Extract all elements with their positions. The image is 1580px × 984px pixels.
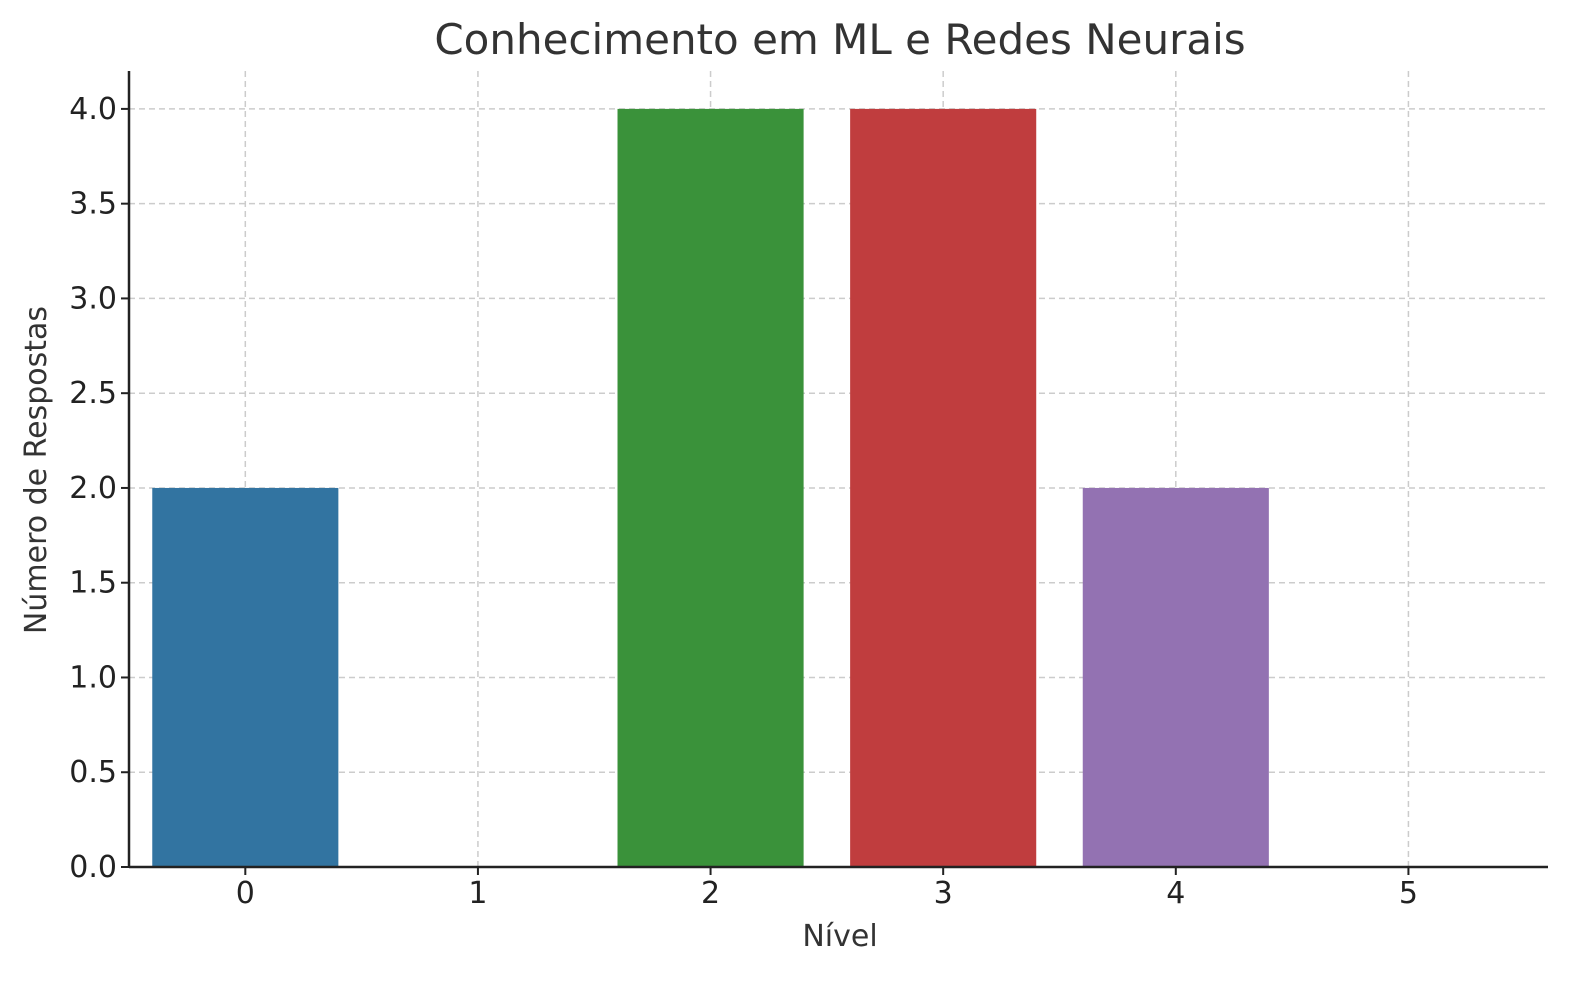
y-tick-label: 3.0 [69,281,117,316]
chart-title: Conhecimento em ML e Redes Neurais [434,15,1245,64]
y-tick-label: 0.0 [69,850,117,885]
y-axis-label: Número de Respostas [19,306,54,634]
y-tick-label: 2.5 [69,376,117,411]
bar-nivel-3 [850,108,1037,867]
y-tick-label: 1.5 [69,566,117,601]
x-tick-label: 1 [468,876,487,911]
y-tick-label: 4.0 [69,92,117,127]
x-tick-label: 4 [1166,876,1185,911]
y-tick-label: 3.5 [69,187,117,222]
x-tick-label: 0 [236,876,255,911]
grid [129,71,1548,868]
x-tick-label: 2 [701,876,720,911]
y-tick-label: 0.5 [69,755,117,790]
x-axis-label: Nível [802,919,877,954]
bar-nivel-2 [617,108,804,867]
bar-nivel-0 [152,487,339,867]
x-tick-label: 3 [934,876,953,911]
y-tick-label: 2.0 [69,471,117,506]
x-tick-label: 5 [1399,876,1418,911]
bar-nivel-4 [1082,487,1269,867]
bars [152,108,1269,867]
y-tick-label: 1.0 [69,660,117,695]
ticks: 0.0 0.5 1.0 1.5 2.0 2.5 3.0 3.5 4.0 0 1 2 3 4 5 [69,92,1418,911]
axes [127,71,1548,869]
